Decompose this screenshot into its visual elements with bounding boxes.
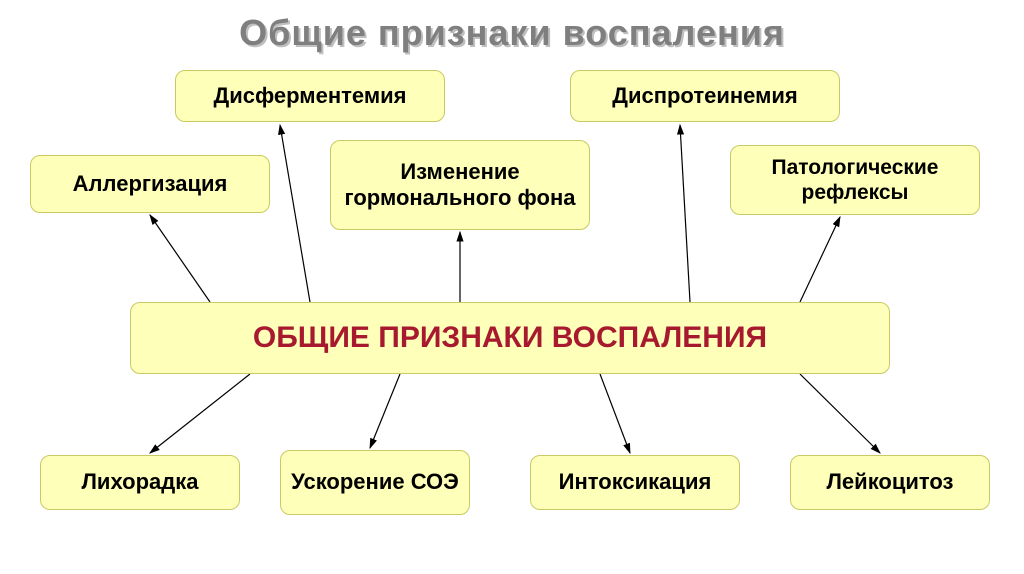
- node-soe: Ускорение СОЭ: [280, 450, 470, 515]
- node-gormonal: Изменение гормонального фона: [330, 140, 590, 230]
- node-leykocitoz: Лейкоцитоз: [790, 455, 990, 510]
- page-title: Общие признаки воспаления: [0, 12, 1024, 54]
- node-lihoradka: Лихорадка: [40, 455, 240, 510]
- node-allergizaciya: Аллергизация: [30, 155, 270, 213]
- node-disfermentemiya: Дисферментемия: [175, 70, 445, 122]
- node-refleksy: Патологические рефлексы: [730, 145, 980, 215]
- node-intoksikaciya: Интоксикация: [530, 455, 740, 510]
- node-disproteinemiya: Диспротеинемия: [570, 70, 840, 122]
- center-node: ОБЩИЕ ПРИЗНАКИ ВОСПАЛЕНИЯ: [130, 302, 890, 374]
